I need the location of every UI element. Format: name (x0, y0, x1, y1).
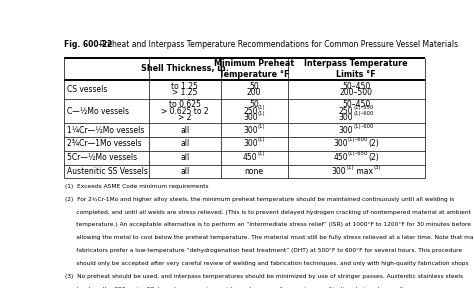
Text: (1)–550: (1)–550 (353, 105, 374, 109)
Text: 1¼Cr—½Mo vessels: 1¼Cr—½Mo vessels (66, 126, 144, 134)
Text: Interpass Temperature
Limits °F: Interpass Temperature Limits °F (304, 59, 408, 79)
Text: (1)  Exceeds ASME Code minimum requirements: (1) Exceeds ASME Code minimum requiremen… (65, 184, 209, 189)
Text: all: all (180, 126, 189, 134)
Text: (1)–600: (1)–600 (353, 111, 374, 116)
Text: 50–450: 50–450 (342, 101, 370, 109)
Text: all: all (180, 139, 189, 148)
Text: 2¾Cr—1Mo vessels: 2¾Cr—1Mo vessels (66, 139, 141, 148)
Text: max: max (354, 167, 373, 176)
Text: (such as the 300 series SSs) can lose corrosion resistance because of excessive : (such as the 300 series SSs) can lose co… (65, 287, 413, 288)
Text: 300: 300 (332, 167, 346, 176)
Text: (3): (3) (373, 165, 381, 170)
Text: none: none (245, 167, 264, 176)
Text: should only be accepted after very careful review of welding and fabrication tec: should only be accepted after very caref… (65, 261, 469, 266)
Text: 300: 300 (333, 139, 348, 148)
Text: to 1.25: to 1.25 (171, 82, 198, 91)
Text: 200: 200 (247, 88, 261, 97)
Text: (1)–600: (1)–600 (353, 124, 374, 129)
Text: fabricators prefer a low-temperature “dehydrogenation heat treatment” (DHT) at 5: fabricators prefer a low-temperature “de… (65, 248, 463, 253)
Text: Preheat and Interpass Temperature Recommendations for Common Pressure Vessel Mat: Preheat and Interpass Temperature Recomm… (95, 40, 458, 49)
Text: 300: 300 (243, 126, 258, 134)
Text: completed, and until all welds are stress relieved. (This is to prevent delayed : completed, and until all welds are stres… (65, 210, 471, 215)
Text: (2): (2) (368, 153, 379, 162)
Text: 450: 450 (243, 153, 258, 162)
Text: 50–450: 50–450 (342, 82, 370, 91)
Text: (1): (1) (258, 137, 265, 142)
Text: (1)–600: (1)–600 (348, 137, 368, 142)
Text: 200–500: 200–500 (340, 88, 373, 97)
Text: > 2: > 2 (178, 113, 191, 122)
Text: all: all (180, 167, 189, 176)
Text: 50: 50 (249, 82, 259, 91)
Text: 300: 300 (338, 126, 353, 134)
Text: 50: 50 (249, 101, 259, 109)
Text: 5Cr—½Mo vessels: 5Cr—½Mo vessels (66, 153, 137, 162)
Text: (1): (1) (346, 165, 354, 170)
Text: C—½Mo vessels: C—½Mo vessels (66, 107, 128, 115)
Text: CS vessels: CS vessels (66, 85, 107, 94)
Text: 300: 300 (243, 139, 258, 148)
Text: (2): (2) (368, 139, 379, 148)
Text: Minimum Preheat
Temperature °F: Minimum Preheat Temperature °F (214, 59, 294, 79)
Text: Fig. 600-22: Fig. 600-22 (64, 40, 112, 49)
Text: (2)  For 2¾Cr-1Mo and higher alloy steels, the minimum preheat temperature shoul: (2) For 2¾Cr-1Mo and higher alloy steels… (65, 197, 455, 202)
Text: (1): (1) (258, 124, 265, 129)
Text: allowing the metal to cool below the preheat temperature. The material must stil: allowing the metal to cool below the pre… (65, 235, 474, 240)
Text: (1): (1) (257, 105, 265, 109)
Text: > 1.25: > 1.25 (172, 88, 197, 97)
Text: 250: 250 (243, 107, 257, 115)
Text: temperature.) An acceptable alternative is to perform an “intermediate stress re: temperature.) An acceptable alternative … (65, 222, 472, 228)
Text: (1): (1) (258, 111, 265, 116)
Text: Shell Thickness, in.: Shell Thickness, in. (141, 65, 228, 73)
Text: to 0.625: to 0.625 (169, 101, 201, 109)
Text: (3)  No preheat should be used, and interpass temperatures should be minimized b: (3) No preheat should be used, and inter… (65, 274, 464, 279)
Text: > 0.625 to 2: > 0.625 to 2 (161, 107, 209, 115)
Text: all: all (180, 153, 189, 162)
Text: 300: 300 (338, 113, 353, 122)
Text: (1): (1) (258, 151, 265, 156)
Text: 250: 250 (339, 107, 353, 115)
Text: (1)–650: (1)–650 (348, 151, 368, 156)
Text: Austenitic SS Vessels: Austenitic SS Vessels (66, 167, 147, 176)
Text: 300: 300 (243, 113, 258, 122)
Text: 450: 450 (333, 153, 348, 162)
